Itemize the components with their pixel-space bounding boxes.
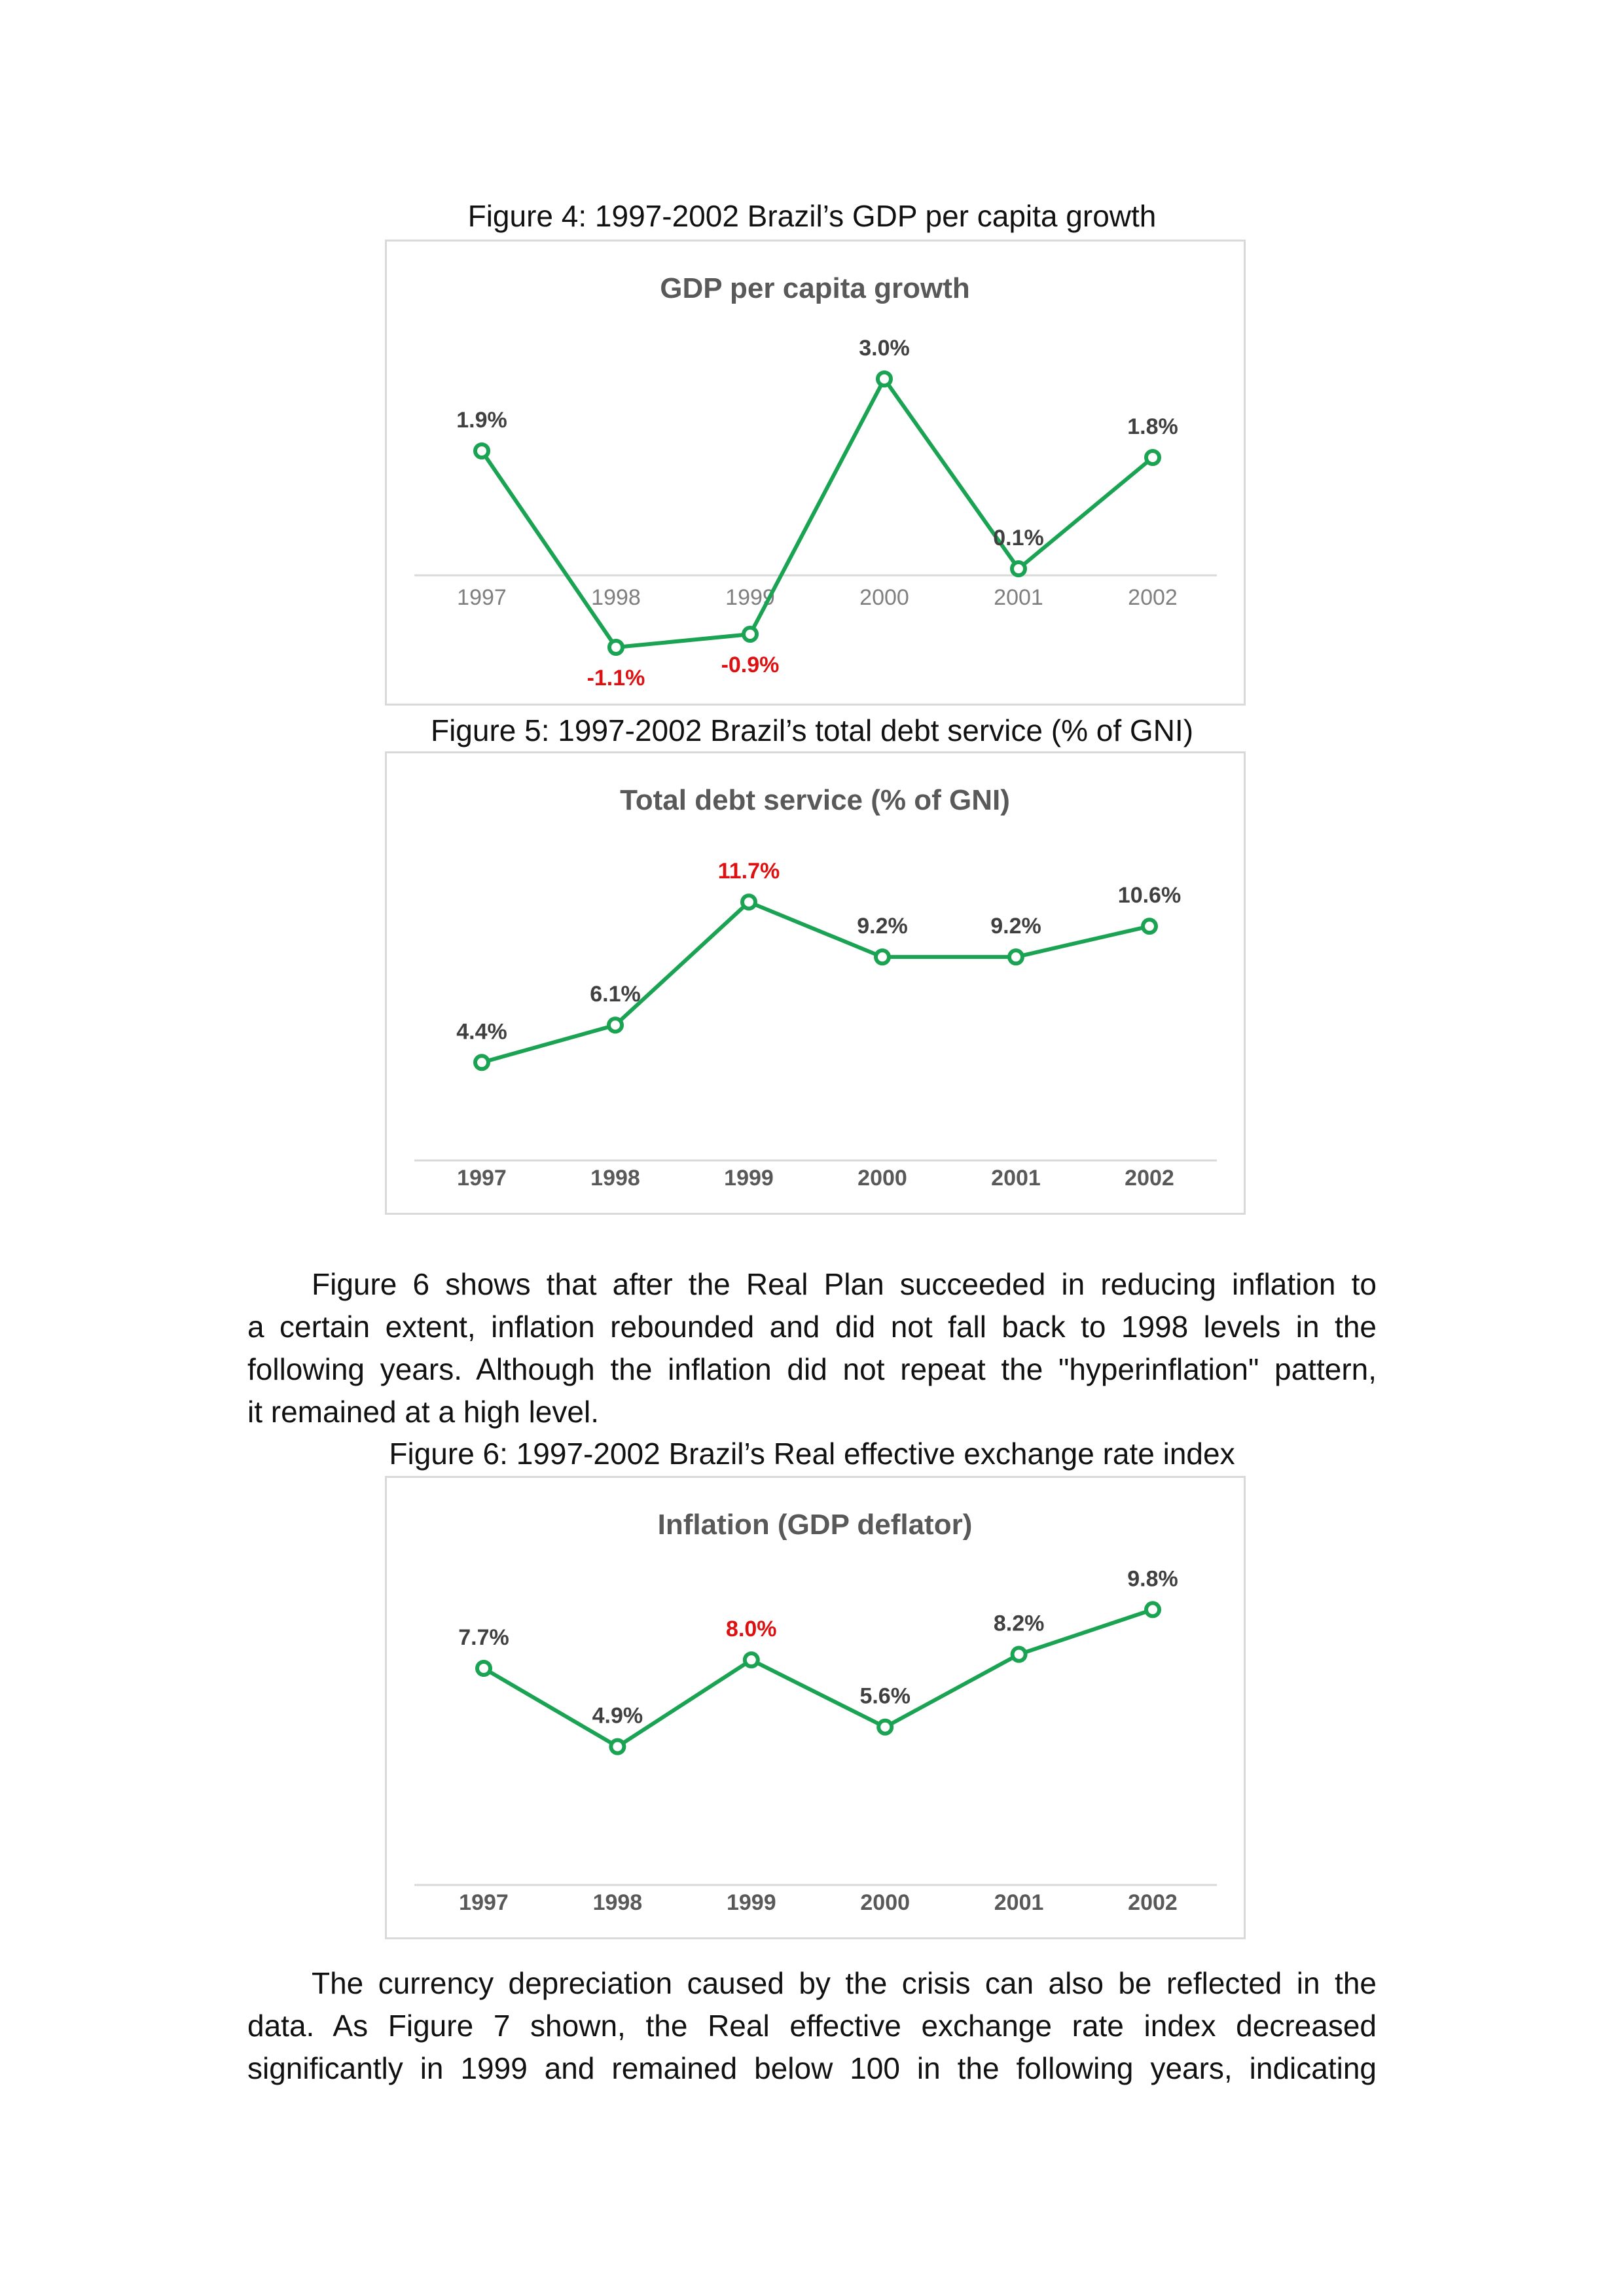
data-point-marker (1141, 918, 1158, 935)
data-label: 10.6% (1118, 883, 1181, 908)
data-label: 8.0% (726, 1617, 777, 1641)
data-point-marker (473, 1054, 490, 1071)
data-label: -0.9% (721, 653, 780, 677)
inflation-gdp-deflator-chart: Inflation (GDP deflator) 1997 1998 1999 2000… (414, 1509, 1217, 1915)
x-tick-label: 2002 (1128, 1890, 1178, 1915)
figure-5-caption: Figure 5: 1997-2002 Brazil’s total debt … (430, 713, 1194, 747)
paragraph-line: data. As Figure 7 shown, the Real effect… (247, 2009, 1377, 2043)
data-label: 5.6% (859, 1684, 911, 1709)
x-tick-label: 1998 (591, 585, 641, 610)
x-tick-label: 2001 (994, 585, 1043, 610)
data-point-marker (1144, 1601, 1161, 1619)
paragraph-inflation: Figure 6 shows that after the Real Plan … (247, 1263, 1377, 1433)
figure-4-chart: GDP per capita growth 1997 1998 1999 2000 200… (385, 240, 1246, 706)
x-tick-label: 1997 (457, 1166, 507, 1191)
data-label: 1.9% (456, 408, 507, 433)
data-point-marker (876, 370, 893, 387)
paragraph-line: significantly in 1999 and remained below… (247, 2051, 1377, 2085)
data-label: 0.1% (993, 526, 1044, 550)
data-point-marker (1144, 449, 1161, 466)
x-tick-label: 2002 (1128, 585, 1178, 610)
x-tick-label: 1997 (459, 1890, 509, 1915)
total-debt-service-chart: Total debt service (% of GNI) 1997 1998 199… (414, 784, 1217, 1191)
chart-title: GDP per capita growth (660, 272, 970, 304)
data-point-marker (607, 639, 624, 656)
data-label: 8.2% (994, 1611, 1045, 1636)
figure-5-chart: Total debt service (% of GNI) 1997 1998 199… (385, 751, 1246, 1215)
data-label: 9.2% (990, 914, 1041, 939)
data-point-marker (475, 1660, 492, 1677)
chart-title: Total debt service (% of GNI) (620, 784, 1010, 816)
x-tick-label: 1999 (727, 1890, 776, 1915)
data-point-marker (1007, 948, 1024, 966)
data-label: 6.1% (590, 982, 641, 1007)
data-point-marker (742, 626, 759, 643)
x-tick-label: 2000 (860, 1890, 910, 1915)
paragraph-line: The currency depreciation caused by the … (312, 1966, 1377, 2000)
data-point-marker (1010, 1645, 1028, 1663)
x-tick-label: 2000 (857, 1166, 907, 1191)
series-line (482, 1607, 1153, 1749)
paragraph-line: it remained at a high level. (247, 1395, 599, 1429)
data-label: 3.0% (859, 336, 910, 361)
chart-title: Inflation (GDP deflator) (658, 1509, 973, 1541)
data-point-marker (742, 1651, 760, 1669)
figure-4-caption: Figure 4: 1997-2002 Brazil’s GDP per cap… (467, 199, 1157, 233)
series-line (481, 900, 1150, 1065)
x-tick-label: 1997 (457, 585, 507, 610)
paragraph-line: a certain extent, inflation rebounded an… (247, 1310, 1377, 1344)
data-point-marker (1010, 560, 1027, 577)
data-label: 1.8% (1127, 414, 1178, 439)
data-label: -1.1% (587, 666, 645, 691)
data-point-marker (876, 1718, 894, 1736)
data-point-marker (874, 948, 891, 966)
data-label: 9.8% (1127, 1566, 1178, 1591)
data-label: 4.4% (456, 1019, 507, 1044)
x-tick-label: 2000 (859, 585, 909, 610)
data-point-marker (607, 1016, 624, 1034)
data-point-marker (473, 442, 490, 459)
x-tick-label: 2001 (994, 1890, 1044, 1915)
paragraph-line: Figure 6 shows that after the Real Plan … (312, 1267, 1377, 1301)
x-tick-label: 1998 (590, 1166, 640, 1191)
data-point-marker (740, 893, 757, 911)
x-tick-label: 2002 (1125, 1166, 1174, 1191)
series-line (480, 377, 1154, 649)
x-tick-label: 1999 (724, 1166, 774, 1191)
data-label: 11.7% (718, 859, 780, 884)
paragraph-currency-depreciation: The currency depreciation caused by the … (247, 1962, 1377, 2090)
data-label: 4.9% (592, 1704, 643, 1729)
x-tick-label: 2001 (991, 1166, 1041, 1191)
paragraph-line: following years. Although the inflation … (247, 1352, 1377, 1386)
data-label: 9.2% (857, 914, 908, 939)
data-label: 7.7% (458, 1625, 509, 1650)
x-tick-label: 1998 (593, 1890, 643, 1915)
figure-6-caption: Figure 6: 1997-2002 Brazil’s Real effect… (389, 1437, 1235, 1471)
figure-6-chart: Inflation (GDP deflator) 1997 1998 1999 2000… (385, 1476, 1246, 1939)
data-point-marker (609, 1738, 626, 1755)
